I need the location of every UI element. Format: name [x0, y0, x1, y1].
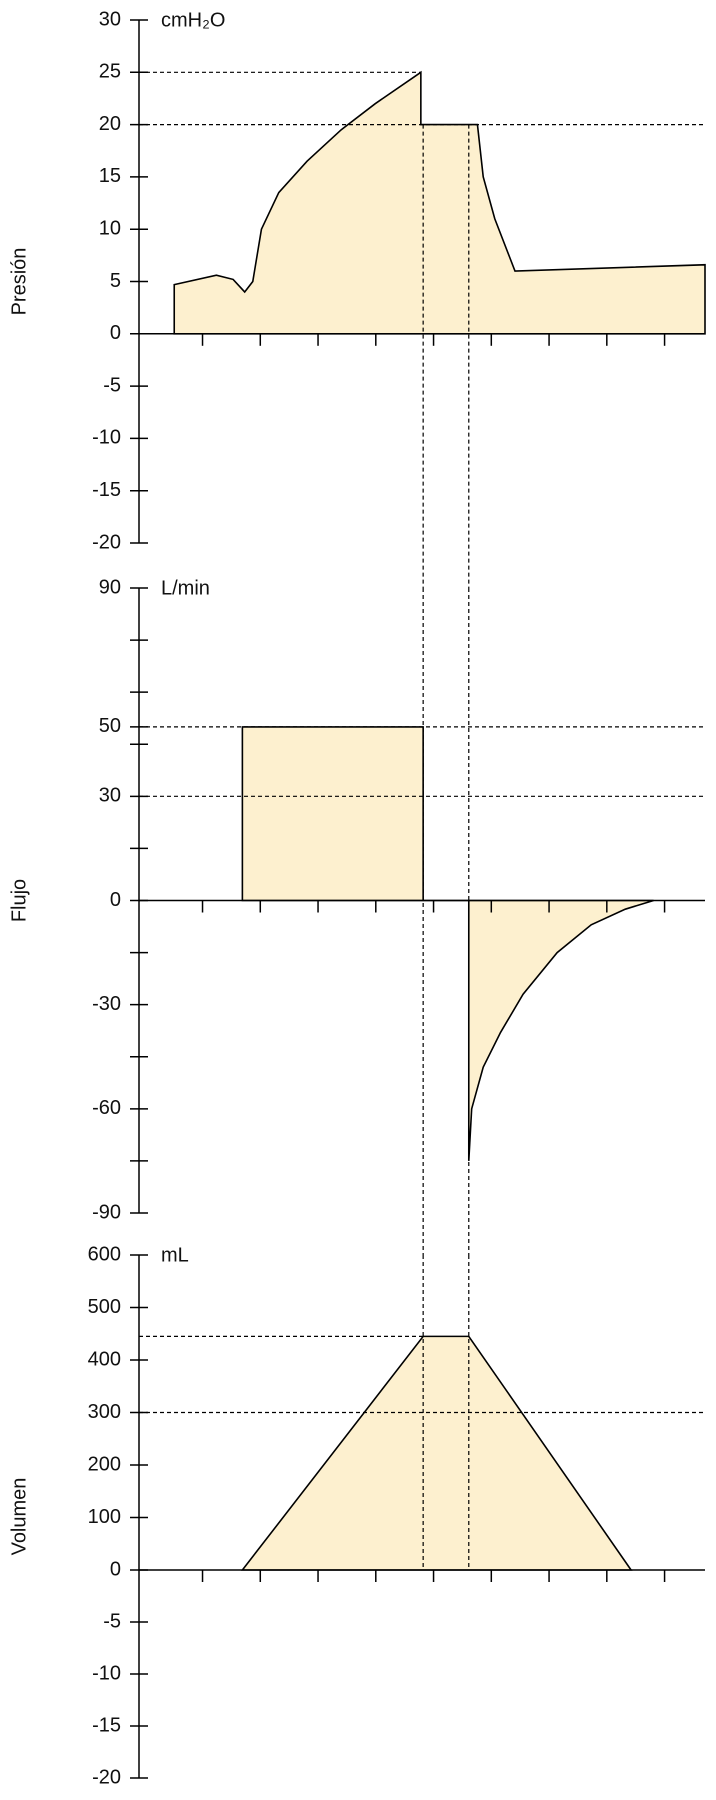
y-axis-label: Flujo [8, 879, 30, 922]
y-tick-label: 30 [99, 785, 121, 807]
y-tick-label: 300 [88, 1401, 121, 1423]
y-tick-label: 10 [99, 217, 121, 239]
y-tick-label: 100 [88, 1506, 121, 1528]
unit-label: cmH₂O [161, 9, 225, 31]
y-tick-label: 500 [88, 1296, 121, 1318]
y-tick-label: 25 [99, 61, 121, 83]
y-tick-label: 20 [99, 113, 121, 135]
y-tick-label: 90 [99, 576, 121, 598]
y-tick-label: -10 [92, 1662, 121, 1684]
y-tick-label: -20 [92, 1766, 121, 1788]
waveform-area [241, 726, 654, 1161]
waveform-area [173, 70, 706, 335]
y-tick-label: -20 [92, 531, 121, 553]
y-tick-label: 30 [99, 8, 121, 30]
y-tick-label: -15 [92, 1714, 121, 1736]
y-tick-label: -10 [92, 427, 121, 449]
y-tick-label: -5 [103, 1610, 121, 1632]
y-tick-label: -15 [92, 479, 121, 501]
y-tick-label: 15 [99, 165, 121, 187]
y-tick-label: 600 [88, 1243, 121, 1265]
y-tick-label: 0 [110, 889, 121, 911]
unit-label: L/min [161, 577, 210, 599]
y-tick-label: 0 [110, 322, 121, 344]
y-axis-label: Volumen [8, 1478, 30, 1556]
unit-label: mL [161, 1244, 189, 1266]
y-tick-label: -30 [92, 993, 121, 1015]
y-tick-label: 400 [88, 1348, 121, 1370]
y-tick-label: 0 [110, 1558, 121, 1580]
waveform-area [240, 1335, 633, 1571]
y-tick-label: -90 [92, 1201, 121, 1223]
y-axis-label: Presión [8, 248, 30, 316]
y-tick-label: -5 [103, 374, 121, 396]
y-tick-label: -60 [92, 1097, 121, 1119]
y-tick-label: 200 [88, 1453, 121, 1475]
y-tick-label: 5 [110, 270, 121, 292]
y-tick-label: 50 [99, 715, 121, 737]
